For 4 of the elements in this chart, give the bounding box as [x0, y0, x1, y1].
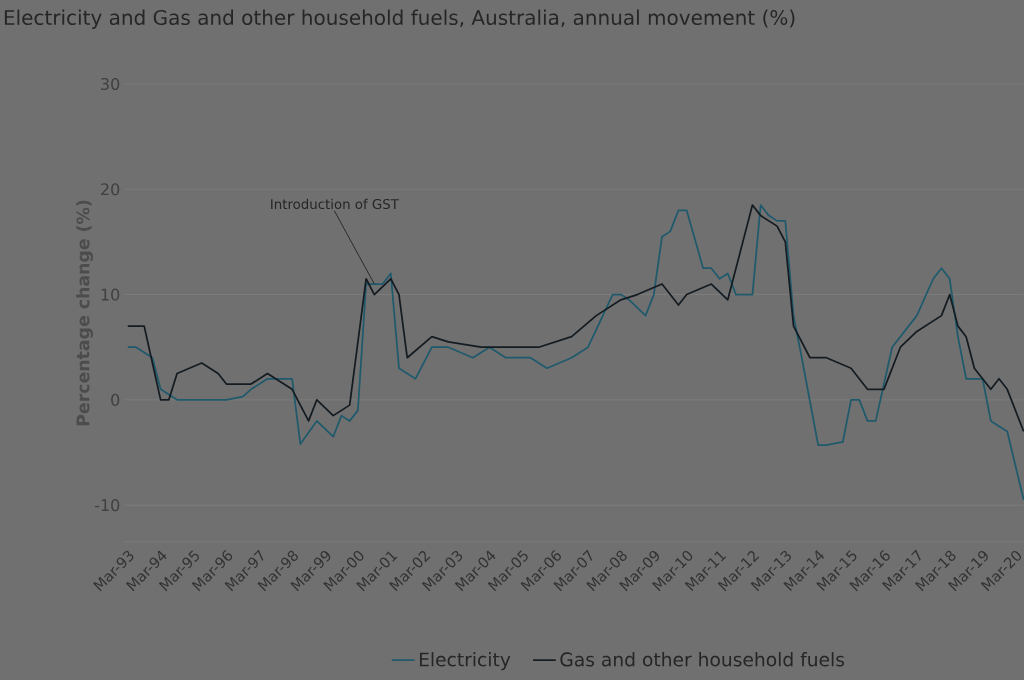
annotation: Introduction of GST: [271, 198, 399, 210]
legend-label: Electricity: [419, 652, 511, 671]
legend-label: Gas and other household fuels: [560, 652, 845, 667]
chart-title: Electricity and Gas and other household fuels, Australia, annual movement (%): [4, 9, 795, 29]
